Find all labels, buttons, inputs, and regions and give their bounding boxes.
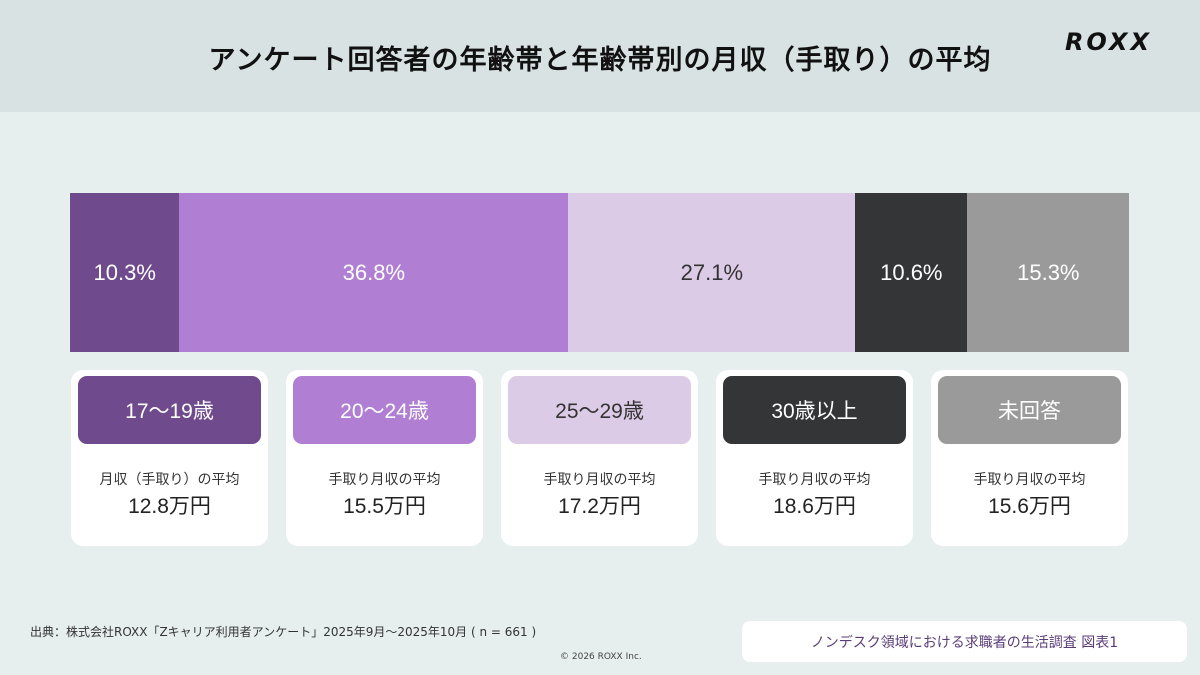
bar-segment: 15.3% [967,193,1130,352]
age-card: 30歳以上 手取り月収の平均 18.6万円 [716,370,913,546]
stacked-bar: 10.3% 36.8% 27.1% 10.6% 15.3% [70,193,1130,352]
age-badge: 17〜19歳 [78,376,261,444]
income-label: 手取り月収の平均 [758,472,871,488]
segment-label: 36.8% [342,259,406,285]
bar-segment: 36.8% [178,193,569,352]
income-value: 17.2万円 [558,495,641,518]
age-badge: 30歳以上 [723,376,906,444]
age-card: 未回答 手取り月収の平均 15.6万円 [931,370,1128,546]
bar-segment: 10.6% [854,193,968,352]
bar-segment: 10.3% [70,193,180,352]
copyright: © 2026 ROXX Inc. [560,652,642,662]
age-card: 20〜24歳 手取り月収の平均 15.5万円 [286,370,483,546]
income-label: 手取り月収の平均 [328,472,441,488]
age-card: 17〜19歳 月収（手取り）の平均 12.8万円 [71,370,268,546]
roxx-logo: ROXX [1064,28,1152,56]
age-badge: 20〜24歳 [293,376,476,444]
page-title: アンケート回答者の年齢帯と年齢帯別の月収（手取り）の平均 [208,45,992,76]
income-value: 15.5万円 [343,495,426,518]
segment-label: 10.3% [93,259,156,285]
age-badge: 25〜29歳 [508,376,691,444]
income-value: 18.6万円 [773,495,856,518]
age-card: 25〜29歳 手取り月収の平均 17.2万円 [501,370,698,546]
bar-segment: 27.1% [568,193,856,352]
source-note: 出典：株式会社ROXX「Zキャリア利用者アンケート」2025年9月〜2025年1… [30,625,537,639]
income-value: 12.8万円 [128,495,211,518]
income-label: 月収（手取り）の平均 [99,472,240,488]
income-value: 15.6万円 [988,495,1071,518]
income-label: 手取り月収の平均 [543,472,656,488]
figure-label: ノンデスク領域における求職者の生活調査 図表1 [742,621,1187,662]
segment-label: 10.6% [880,259,943,285]
segment-label: 27.1% [680,259,744,285]
header: アンケート回答者の年齢帯と年齢帯別の月収（手取り）の平均 ROXX [0,0,1200,112]
income-label: 手取り月収の平均 [973,472,1086,488]
segment-label: 15.3% [1017,259,1080,285]
age-badge: 未回答 [938,376,1121,444]
